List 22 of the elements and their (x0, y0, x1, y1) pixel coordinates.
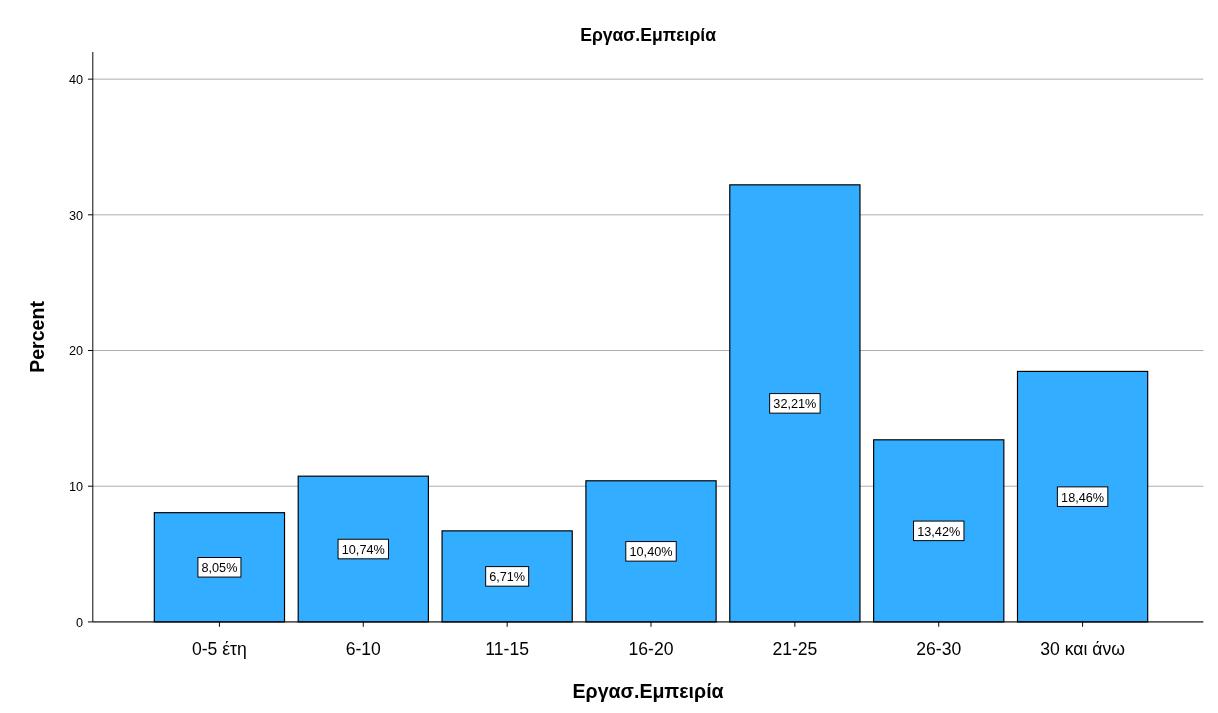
y-tick-label: 30 (68, 208, 84, 223)
x-tick-label: 21-25 (772, 639, 818, 660)
data-label: 8,05% (201, 561, 238, 576)
data-label: 18,46% (1061, 490, 1105, 505)
x-tick-label: 26-30 (916, 639, 962, 660)
chart-title: Εργασ.Εμπειρία (580, 25, 717, 46)
data-label: 10,74% (341, 542, 385, 557)
x-tick-label: 11-15 (485, 639, 530, 660)
data-label: 10,40% (629, 545, 673, 560)
y-tick-label: 20 (68, 344, 84, 359)
x-axis-title: Εργασ.Εμπειρία (572, 680, 724, 703)
y-axis-title: Percent (25, 300, 48, 373)
y-tick-label: 0 (75, 615, 84, 630)
y-tick-label: 40 (68, 73, 84, 88)
x-tick-label: 6-10 (345, 639, 382, 660)
y-tick-label: 10 (68, 480, 84, 495)
data-label: 32,21% (773, 397, 817, 412)
x-tick-label: 16-20 (628, 639, 674, 660)
data-label: 6,71% (489, 570, 526, 585)
data-label: 13,42% (917, 524, 961, 539)
x-tick-label: 30 και άνω (1040, 639, 1125, 660)
x-tick-label: 0-5 έτη (192, 639, 247, 660)
